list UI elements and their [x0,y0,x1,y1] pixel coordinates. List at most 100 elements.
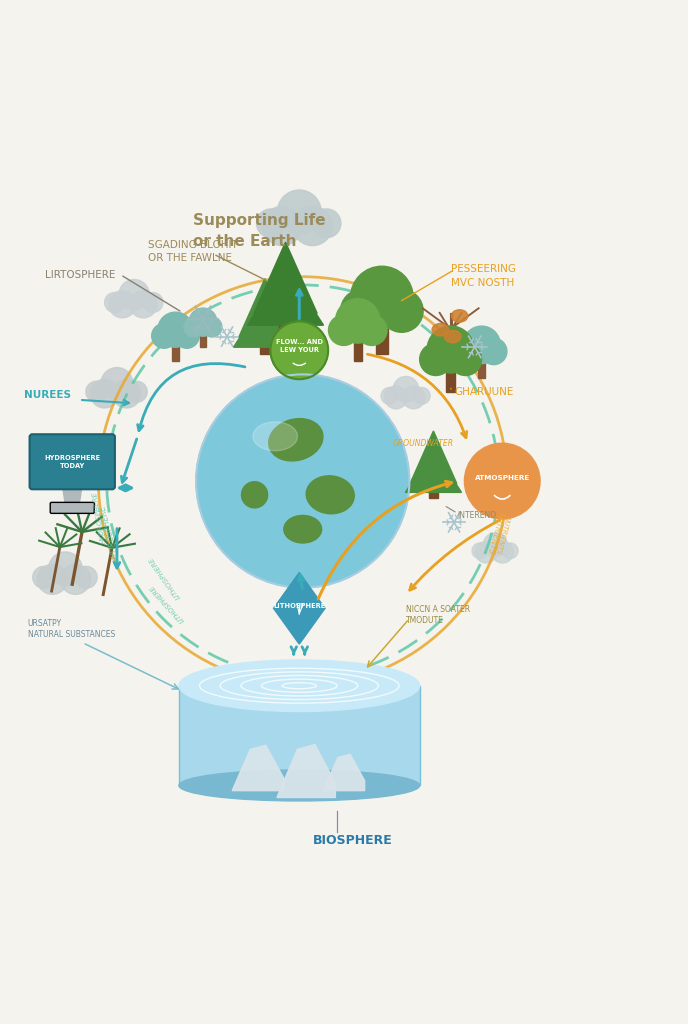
Polygon shape [410,431,457,483]
Circle shape [90,379,119,408]
Circle shape [189,308,217,336]
Circle shape [263,206,302,246]
Circle shape [75,566,97,589]
Ellipse shape [283,515,322,543]
Polygon shape [239,279,291,338]
Circle shape [402,386,425,409]
Circle shape [109,291,136,317]
Text: ATMOSPHERE: ATMOSPHERE [475,474,530,480]
Text: HYDROSPHERE: HYDROSPHERE [98,504,122,562]
Circle shape [456,338,483,365]
Circle shape [105,293,125,312]
Circle shape [350,266,413,329]
Text: GHARUUNE: GHARUUNE [454,387,513,396]
Ellipse shape [432,324,449,336]
FancyBboxPatch shape [30,434,115,489]
FancyBboxPatch shape [477,357,486,378]
Polygon shape [63,486,82,505]
Circle shape [151,324,176,348]
FancyBboxPatch shape [200,331,206,347]
Ellipse shape [269,419,323,461]
Polygon shape [274,572,325,644]
Circle shape [270,322,328,379]
Circle shape [33,566,54,589]
Circle shape [480,338,507,365]
FancyBboxPatch shape [50,503,94,513]
Text: NUTRIENTS: NUTRIENTS [486,510,506,555]
Circle shape [484,532,507,557]
Ellipse shape [444,331,461,343]
Text: LIRTOSPHERE: LIRTOSPHERE [45,269,115,280]
Text: NICCN A SOATER
TMODUTE: NICCN A SOATER TMODUTE [406,605,470,626]
Circle shape [112,379,141,408]
Circle shape [312,209,341,238]
Ellipse shape [306,476,354,514]
Circle shape [329,315,359,345]
Text: FLOW... AND
LEW YOUR: FLOW... AND LEW YOUR [276,339,323,353]
Polygon shape [405,449,462,493]
Circle shape [175,324,200,348]
Polygon shape [277,744,335,798]
Ellipse shape [241,481,268,508]
Circle shape [202,317,222,337]
Polygon shape [248,266,323,326]
Text: NUREES: NUREES [24,390,71,400]
Circle shape [61,564,91,594]
FancyBboxPatch shape [279,295,292,333]
Circle shape [49,552,82,586]
Polygon shape [323,755,365,791]
Text: NUTRIENTS: NUTRIENTS [494,514,510,555]
Circle shape [143,293,163,312]
Circle shape [127,381,147,402]
Circle shape [393,377,419,402]
Text: HYDROSPHERE
TODAY: HYDROSPHERE TODAY [44,455,100,469]
Text: LITHOSPHERE: LITHOSPHERE [148,555,182,600]
Circle shape [385,386,407,409]
Circle shape [37,564,67,594]
Circle shape [184,317,204,337]
Circle shape [492,542,513,563]
Circle shape [464,443,540,519]
Text: HYDROSPHERE: HYDROSPHERE [92,490,107,544]
Circle shape [380,290,423,333]
Circle shape [420,343,452,376]
Polygon shape [233,298,297,347]
Ellipse shape [179,659,420,712]
Text: INTERENO: INTERENO [458,511,497,520]
FancyBboxPatch shape [376,319,387,353]
Circle shape [475,542,497,563]
Circle shape [472,543,488,559]
Text: LITHOSPHERE: LITHOSPHERE [149,583,186,624]
Circle shape [196,375,409,588]
Circle shape [336,299,380,343]
Circle shape [356,315,387,345]
Text: Supporting Life
or the Earth: Supporting Life or the Earth [193,213,325,249]
Circle shape [101,368,133,399]
Text: SGADING BLOHIT
OR THE FAWLNE: SGADING BLOHIT OR THE FAWLNE [148,241,237,263]
Circle shape [158,312,193,347]
Text: GROUNDWATER: GROUNDWATER [392,438,453,447]
Ellipse shape [179,770,420,801]
Polygon shape [233,745,284,791]
Circle shape [341,290,383,333]
Text: URSATPY
NATURAL SUBSTANCES: URSATPY NATURAL SUBSTANCES [28,618,115,639]
Circle shape [413,387,430,404]
Circle shape [427,326,474,373]
Circle shape [86,381,107,402]
FancyBboxPatch shape [447,366,455,391]
Circle shape [257,209,286,238]
FancyBboxPatch shape [259,323,270,353]
Circle shape [130,291,157,317]
Circle shape [502,543,518,559]
Text: LITHOSPHERE: LITHOSPHERE [273,602,325,608]
Polygon shape [254,242,317,313]
FancyBboxPatch shape [179,686,420,785]
Circle shape [381,387,398,404]
FancyBboxPatch shape [429,470,438,499]
Circle shape [293,206,332,246]
FancyBboxPatch shape [172,341,179,360]
Ellipse shape [451,309,468,323]
Text: PESSEERING
MVC NOSTH: PESSEERING MVC NOSTH [451,264,515,288]
Circle shape [277,190,321,233]
Text: BIOSPHERE: BIOSPHERE [313,835,393,848]
